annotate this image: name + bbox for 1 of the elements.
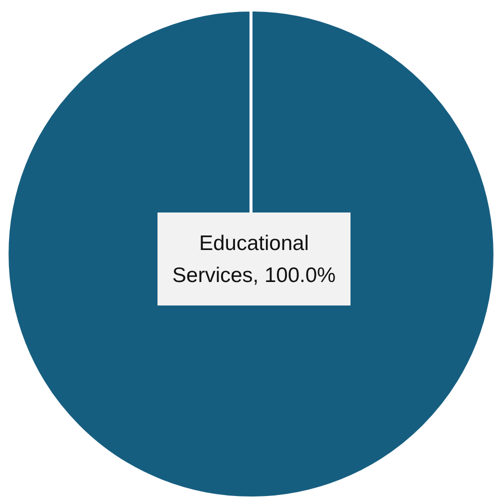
slice-label: Educational Services, 100.0% bbox=[172, 232, 336, 286]
